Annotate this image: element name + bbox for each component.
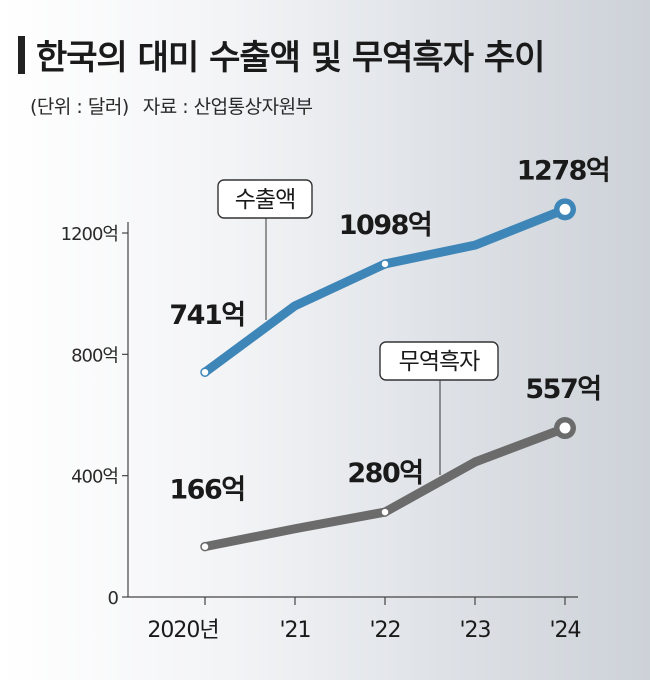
y-tick-label: 400억 — [71, 467, 118, 488]
y-tick-label: 800억 — [71, 345, 118, 366]
data-label: 741억 — [169, 300, 244, 331]
unit-note: (단위 : 달러) — [30, 96, 129, 118]
source-note: 자료 : 산업통상자원부 — [142, 96, 313, 118]
data-point-inner — [559, 422, 571, 434]
data-point — [200, 367, 210, 377]
legend-box-export — [217, 179, 313, 219]
legend-label-surplus: 무역흑자 — [399, 349, 480, 375]
y-tick-label: 0 — [108, 588, 119, 609]
data-point — [200, 541, 210, 552]
x-tick-label: '24 — [549, 618, 580, 643]
title-marker — [18, 36, 25, 74]
legend-label-export: 수출액 — [235, 187, 295, 213]
data-label: 557억 — [525, 374, 600, 405]
data-label: 1278억 — [517, 155, 610, 186]
x-tick-label: '21 — [279, 618, 310, 643]
chart-title: 한국의 대미 수출액 및 무역흑자 추이 — [36, 38, 545, 78]
data-label: 280억 — [347, 458, 422, 489]
data-point-inner — [559, 203, 571, 215]
x-tick-label: 2020년 — [147, 618, 218, 643]
data-label: 166억 — [169, 475, 244, 506]
x-tick-label: '23 — [459, 618, 490, 643]
data-label: 1098억 — [339, 210, 432, 241]
chart-subtitle: (단위 : 달러) 자료 : 산업통상자원부 — [30, 92, 327, 119]
legend-box-surplus — [379, 341, 499, 381]
x-tick-label: '22 — [369, 618, 400, 643]
data-point — [380, 259, 390, 269]
data-point — [380, 507, 390, 517]
y-tick-label: 1200억 — [61, 224, 118, 245]
